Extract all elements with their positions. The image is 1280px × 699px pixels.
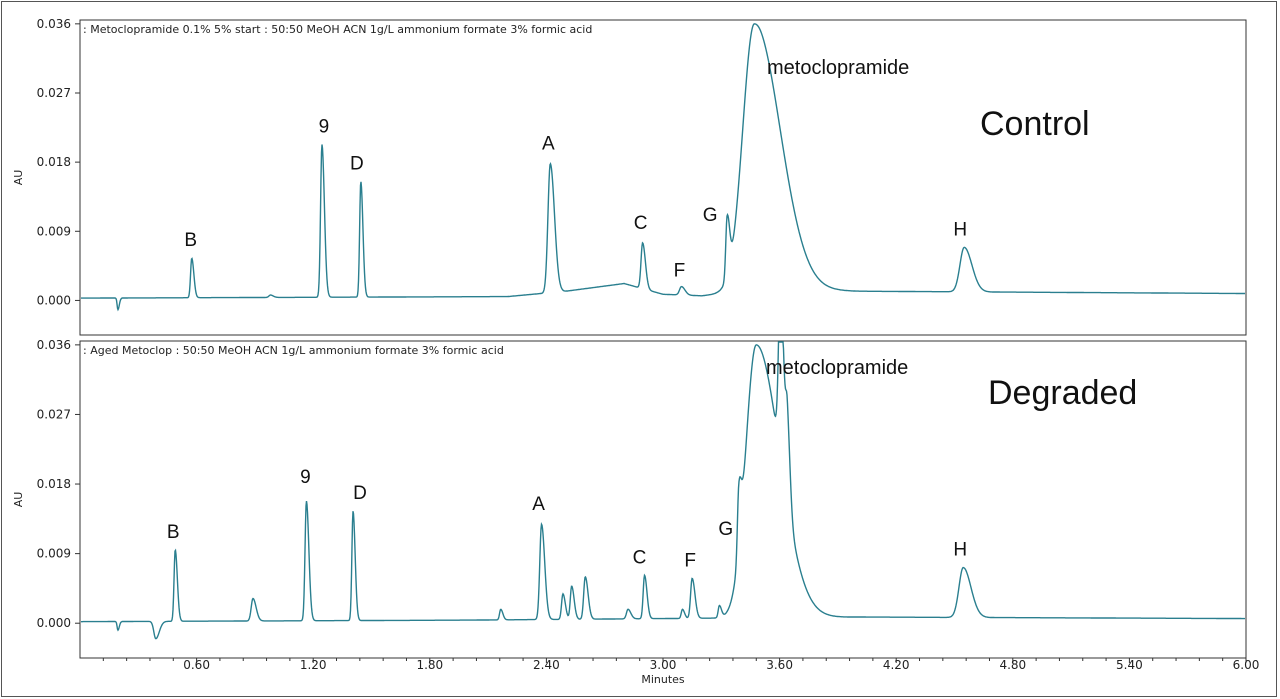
control-y-tick-label: 0.018: [37, 155, 71, 169]
degraded-peak-label-metoclopramide: metoclopramide: [766, 357, 908, 379]
degraded-peak-label-a: A: [532, 494, 545, 515]
degraded-peak-label-d: D: [353, 483, 367, 504]
degraded-x-tick-label: 3.60: [766, 658, 793, 672]
control-peak-label-c: C: [634, 213, 648, 234]
control-y-tick-label: 0.009: [37, 224, 71, 238]
degraded-x-tick-label: 4.20: [883, 658, 910, 672]
degraded-x-tick-label: 1.80: [416, 658, 443, 672]
degraded-header-title: : Aged Metoclop : 50:50 MeOH ACN 1g/L am…: [83, 344, 504, 357]
control-peak-label-9: 9: [319, 116, 330, 137]
degraded-y-tick-label: 0.018: [37, 477, 71, 491]
degraded-y-tick-label: 0.000: [37, 616, 71, 630]
control-peak-label-d: D: [350, 153, 364, 174]
degraded-signal-trace: [81, 341, 1245, 640]
degraded-y-tick-label: 0.009: [37, 547, 71, 561]
control-y-tick-label: 0.036: [37, 17, 71, 31]
control-signal-trace: [81, 23, 1245, 312]
control-peak-label-metoclopramide: metoclopramide: [767, 57, 909, 79]
control-plot-area: [79, 19, 1247, 336]
control-peak-label-h: H: [953, 219, 967, 240]
control-peak-label-a: A: [542, 134, 555, 155]
degraded-peak-label-g: G: [718, 519, 733, 540]
degraded-panel-label: Degraded: [988, 374, 1137, 412]
control-panel-label: Control: [980, 105, 1090, 143]
degraded-x-tick-label: 1.20: [300, 658, 327, 672]
degraded-x-tick-label: 4.80: [999, 658, 1026, 672]
degraded-x-tick-label: 2.40: [533, 658, 560, 672]
degraded-y-axis-label: AU: [12, 492, 25, 508]
degraded-peak-label-9: 9: [300, 467, 311, 488]
degraded-peak-label-c: C: [633, 547, 647, 568]
degraded-x-tick-label: 5.40: [1116, 658, 1143, 672]
degraded-peak-label-h: H: [953, 540, 967, 561]
control-peak-label-f: F: [674, 261, 686, 282]
degraded-y-tick-label: 0.027: [37, 407, 71, 421]
degraded-x-axis-label: Minutes: [641, 673, 685, 686]
degraded-y-tick-label: 0.036: [37, 338, 71, 352]
degraded-x-tick-label: 6.00: [1233, 658, 1260, 672]
control-peak-label-b: B: [184, 230, 197, 251]
degraded-plot-area: [79, 340, 1247, 659]
degraded-peak-label-f: F: [684, 550, 696, 571]
degraded-x-tick-label: 3.00: [650, 658, 677, 672]
control-header-title: : Metoclopramide 0.1% 5% start : 50:50 M…: [83, 23, 592, 36]
control-peak-label-g: G: [703, 205, 718, 226]
control-y-axis-label: AU: [12, 170, 25, 186]
degraded-peak-label-b: B: [167, 522, 180, 543]
control-y-tick-label: 0.000: [37, 293, 71, 307]
control-y-tick-label: 0.027: [37, 86, 71, 100]
degraded-x-tick-label: 0.60: [183, 658, 210, 672]
